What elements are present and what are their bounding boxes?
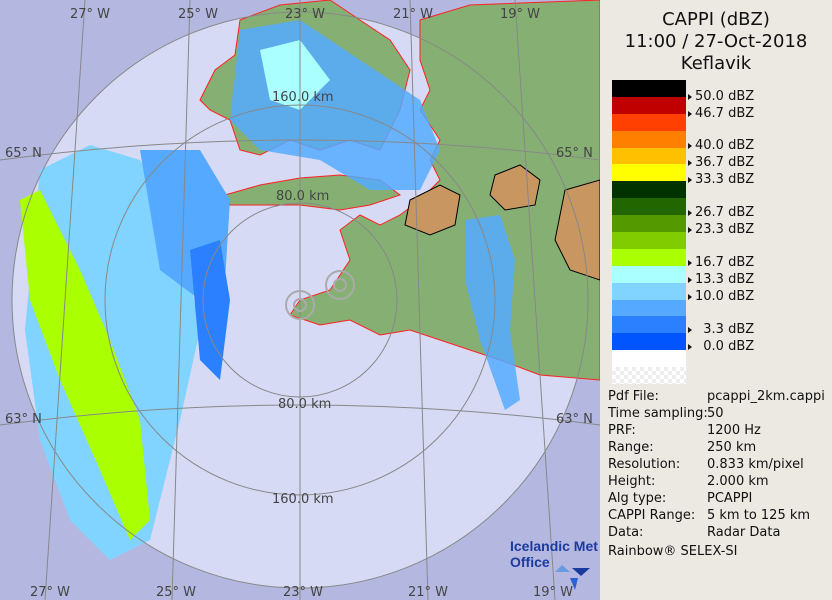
software-credit: Rainbow® SELEX-SI <box>608 544 738 559</box>
color-band-nodata <box>612 367 686 385</box>
info-key: Height: <box>608 474 656 489</box>
lat-label-63n-right: 63° N <box>556 412 593 427</box>
color-band <box>612 181 686 199</box>
svg-text:Icelandic Met: Icelandic Met <box>510 538 598 554</box>
graticule <box>0 0 600 600</box>
color-band <box>612 350 686 368</box>
lon-label-top-25w: 25° W <box>178 7 218 22</box>
info-value: 5 km to 125 km <box>707 508 811 523</box>
info-value: Radar Data <box>707 525 781 540</box>
info-value: PCAPPI <box>707 491 753 506</box>
lon-label-bottom-27w: 27° W <box>30 585 70 600</box>
color-scale-label: 46.7 dBZ <box>688 107 754 121</box>
color-band <box>612 316 686 334</box>
info-row: CAPPI Range: 5 km to 125 km <box>608 507 825 524</box>
info-value: 0.833 km/pixel <box>707 457 804 472</box>
color-scale-label: 10.0 dBZ <box>688 290 754 304</box>
info-key: PRF: <box>608 423 636 438</box>
radar-site-marker <box>285 270 355 320</box>
info-row: Time sampling: 50 <box>608 405 825 422</box>
info-key: Resolution: <box>608 457 681 472</box>
color-scale-label: 40.0 dBZ <box>688 139 754 153</box>
color-band <box>612 333 686 351</box>
color-scale-label: 3.3 dBZ <box>688 323 754 337</box>
info-row: Range: 250 km <box>608 439 825 456</box>
lat-label-63n-left: 63° N <box>5 412 42 427</box>
color-band <box>612 232 686 249</box>
lon-label-bottom-25w: 25° W <box>156 585 196 600</box>
radar-map: 27° W 25° W 23° W 21° W 19° W 27° W 25° … <box>0 0 600 600</box>
info-row: Height: 2.000 km <box>608 473 825 490</box>
lon-label-top-19w: 19° W <box>500 7 540 22</box>
lon-label-bottom-23w: 23° W <box>283 585 323 600</box>
color-scale-label: 36.7 dBZ <box>688 156 754 170</box>
lon-label-top-23w: 23° W <box>285 7 325 22</box>
color-band <box>612 147 686 165</box>
info-key: Time sampling: <box>608 406 708 421</box>
color-band <box>612 299 686 317</box>
svg-text:Office: Office <box>510 554 550 570</box>
info-value: pcappi_2km.cappi <box>707 389 825 404</box>
info-value: 50 <box>707 406 724 421</box>
color-scale-label: 33.3 dBZ <box>688 173 754 187</box>
info-row: Alg type: PCAPPI <box>608 490 825 507</box>
info-key: Range: <box>608 440 654 455</box>
color-band <box>612 215 686 233</box>
precipitation <box>20 20 520 560</box>
info-value: 250 km <box>707 440 757 455</box>
color-scale-label: 23.3 dBZ <box>688 223 754 237</box>
info-row: Pdf File: pcappi_2km.cappi <box>608 388 825 405</box>
lon-label-bottom-21w: 21° W <box>408 585 448 600</box>
info-value: 2.000 km <box>707 474 769 489</box>
color-scale <box>612 80 686 385</box>
lon-label-bottom-19w: 19° W <box>533 585 573 600</box>
info-key: CAPPI Range: <box>608 508 696 523</box>
lat-label-65n-left: 65° N <box>5 146 42 161</box>
highlands <box>404 164 600 281</box>
range-ring-label-south-80: 80.0 km <box>278 397 331 412</box>
info-row: Resolution: 0.833 km/pixel <box>608 456 825 473</box>
station-name: Keflavik <box>680 53 752 74</box>
info-key: Alg type: <box>608 491 667 506</box>
product-title: CAPPI (dBZ) <box>662 9 770 30</box>
info-row: Data: Radar Data <box>608 524 825 541</box>
color-scale-label: 16.7 dBZ <box>688 256 754 270</box>
color-scale-label: 26.7 dBZ <box>688 206 754 220</box>
info-key: Pdf File: <box>608 389 659 404</box>
info-value: 1200 Hz <box>707 423 761 438</box>
product-datetime: 11:00 / 27-Oct-2018 <box>624 31 808 52</box>
color-band <box>612 80 686 97</box>
color-band <box>612 282 686 300</box>
color-band <box>612 130 686 148</box>
info-row: PRF: 1200 Hz <box>608 422 825 439</box>
icelandic-met-office-logo: Icelandic Met Office <box>510 538 598 590</box>
color-band <box>612 113 686 131</box>
color-band <box>612 96 686 114</box>
product-info: Pdf File: pcappi_2km.cappi Time sampling: 5… <box>608 388 825 559</box>
lon-label-top-21w: 21° W <box>393 7 433 22</box>
color-scale-label: 13.3 dBZ <box>688 273 754 287</box>
range-ring-label-south-160: 160.0 km <box>272 492 334 507</box>
range-ring-label-north-80: 80.0 km <box>276 189 329 204</box>
color-band <box>612 248 686 266</box>
range-ring-label-north-160: 160.0 km <box>272 90 334 105</box>
color-band <box>612 265 686 283</box>
color-scale-label: 50.0 dBZ <box>688 90 754 104</box>
lon-label-top-27w: 27° W <box>70 7 110 22</box>
info-key: Data: <box>608 525 644 540</box>
color-band <box>612 164 686 182</box>
color-band <box>612 198 686 216</box>
lat-label-65n-right: 65° N <box>556 146 593 161</box>
color-scale-label: 0.0 dBZ <box>688 340 754 354</box>
info-panel: CAPPI (dBZ) 11:00 / 27-Oct-2018 Keflavik… <box>600 0 832 600</box>
